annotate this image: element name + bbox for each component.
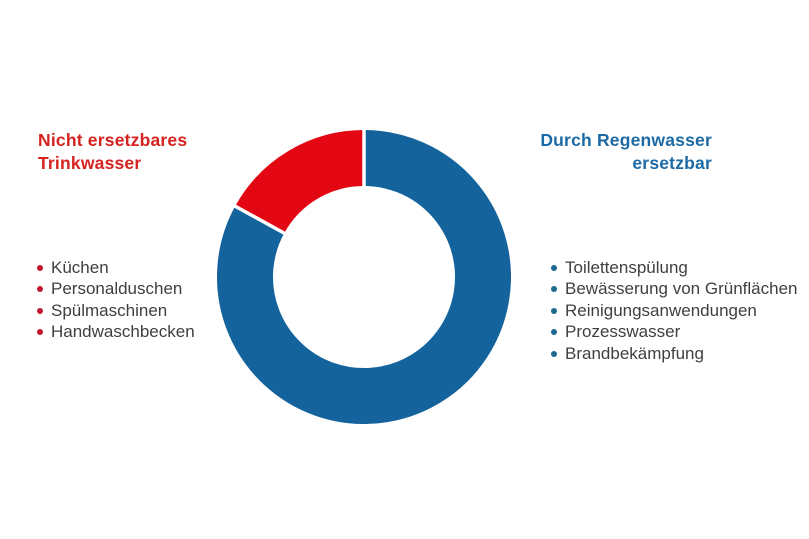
list-item: Handwaschbecken — [37, 322, 195, 344]
list-item-label: Spülmaschinen — [51, 300, 168, 320]
bullet-icon — [37, 264, 43, 271]
list-item: Küchen — [37, 257, 195, 279]
donut-slice-1 — [235, 130, 365, 234]
list-item: Brandbekämpfung — [551, 343, 797, 365]
list-item-label: Toilettenspülung — [565, 257, 688, 277]
list-item: Reinigungsanwendungen — [551, 300, 797, 322]
bullet-icon — [551, 286, 557, 293]
list-item-label: Bewässerung von Grünflächen — [565, 279, 798, 299]
bullet-icon — [551, 307, 557, 314]
list-item-label: Brandbekämpfung — [565, 343, 704, 363]
bullet-icon — [37, 329, 43, 336]
bullet-icon — [37, 286, 43, 293]
right-bullet-list: Toilettenspülung Bewässerung von Grünfläc… — [551, 257, 797, 365]
bullet-icon — [551, 264, 557, 271]
right-group-title: Durch Regenwasser ersetzbar — [540, 130, 712, 173]
list-item: Toilettenspülung — [551, 257, 797, 279]
list-item-label: Prozesswasser — [565, 322, 681, 342]
list-item: Bewässerung von Grünflächen — [551, 279, 797, 301]
list-item-label: Personalduschen — [51, 279, 183, 299]
left-group-title: Nicht ersetzbares Trinkwasser — [38, 130, 188, 173]
list-item-label: Handwaschbecken — [51, 322, 195, 342]
list-item-label: Küchen — [51, 257, 109, 277]
segment-separator-1 — [231, 203, 288, 237]
list-item: Personalduschen — [37, 279, 195, 301]
list-item-label: Reinigungsanwendungen — [565, 300, 757, 320]
donut-chart — [217, 130, 511, 424]
list-item: Prozesswasser — [551, 322, 797, 344]
bullet-icon — [551, 329, 557, 336]
bullet-icon — [37, 307, 43, 314]
donut-svg — [217, 130, 511, 424]
bullet-icon — [551, 350, 557, 357]
list-item: Spülmaschinen — [37, 300, 195, 322]
left-bullet-list: Küchen Personalduschen Spülmaschinen Handwa… — [37, 257, 195, 343]
donut-slice-0 — [217, 130, 511, 424]
